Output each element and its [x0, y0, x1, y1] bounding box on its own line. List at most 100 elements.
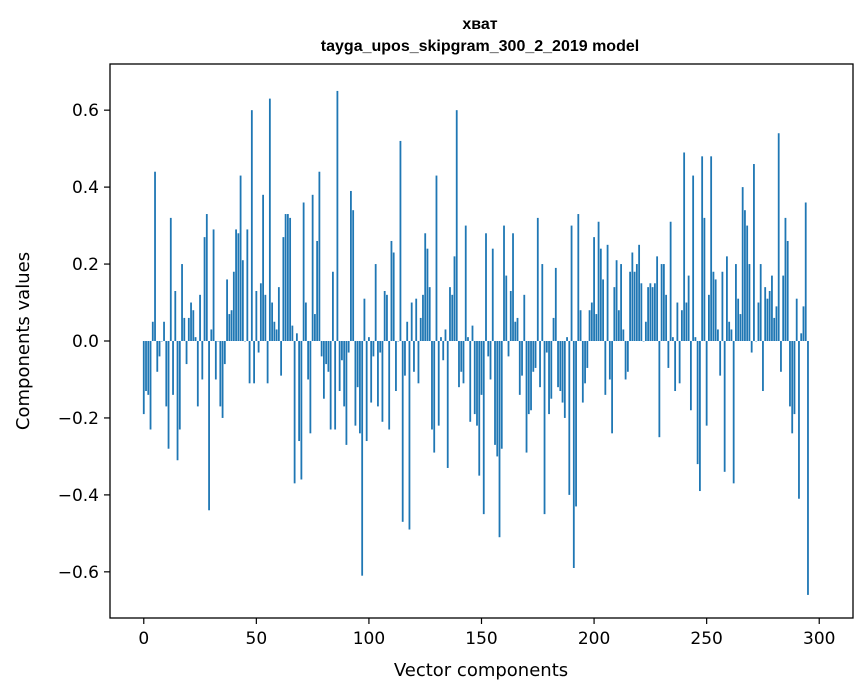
- bar: [455, 110, 458, 341]
- bar: [602, 279, 604, 341]
- bar: [712, 271, 715, 341]
- bar: [721, 271, 724, 341]
- bar: [239, 175, 242, 341]
- bar: [309, 341, 312, 434]
- bar: [422, 294, 424, 341]
- y-tick-label: −0.4: [58, 486, 99, 506]
- bar: [325, 341, 328, 365]
- bar: [550, 341, 553, 399]
- bar: [705, 341, 708, 426]
- bar: [759, 264, 762, 341]
- bar: [304, 302, 307, 341]
- bar: [732, 341, 735, 484]
- bar: [293, 341, 296, 484]
- bar: [730, 329, 733, 341]
- bar: [428, 287, 431, 341]
- bar: [590, 302, 593, 341]
- bar: [395, 341, 397, 392]
- bar: [671, 337, 674, 341]
- bar: [359, 341, 361, 434]
- bar: [444, 329, 447, 341]
- x-axis-label: Vector components: [394, 660, 568, 681]
- bar: [356, 341, 359, 388]
- bar: [460, 341, 463, 372]
- y-tick-label: −0.6: [58, 563, 99, 583]
- bar: [791, 341, 794, 434]
- bar: [289, 217, 292, 341]
- bar: [507, 341, 510, 357]
- bar: [142, 341, 145, 415]
- bar: [687, 275, 690, 341]
- bar: [480, 341, 483, 395]
- bar: [503, 225, 505, 341]
- bar: [332, 271, 334, 341]
- bar: [685, 302, 688, 341]
- bar: [275, 329, 278, 341]
- bar: [683, 152, 686, 341]
- bar: [221, 341, 224, 418]
- bar: [658, 341, 661, 438]
- bar: [795, 298, 798, 341]
- bar: [341, 341, 343, 361]
- bar: [485, 233, 487, 341]
- bar: [451, 294, 454, 341]
- bar: [368, 337, 370, 341]
- bar: [464, 225, 467, 341]
- bar: [327, 341, 330, 372]
- bar: [232, 271, 235, 341]
- bar: [678, 341, 681, 384]
- bar: [649, 283, 652, 341]
- bar: [512, 233, 514, 341]
- bar: [561, 341, 564, 403]
- bar: [253, 341, 255, 384]
- bar: [606, 244, 609, 341]
- bar: [586, 341, 589, 368]
- bar: [178, 341, 181, 430]
- bar: [518, 341, 521, 395]
- bar: [523, 294, 526, 341]
- bar: [266, 341, 269, 384]
- bar: [404, 341, 406, 376]
- bar: [735, 264, 737, 341]
- bar: [669, 221, 672, 341]
- bar: [656, 256, 659, 341]
- y-tick-label: −0.2: [58, 409, 99, 429]
- bar: [622, 329, 625, 341]
- bar: [680, 310, 683, 341]
- bar: [773, 317, 776, 341]
- bar: [689, 341, 692, 411]
- bar: [764, 287, 767, 341]
- bar: [386, 294, 388, 341]
- bar: [176, 341, 179, 461]
- bar: [505, 275, 508, 341]
- bar: [446, 341, 449, 468]
- bar: [768, 290, 771, 341]
- bar: [771, 275, 773, 341]
- bar: [316, 240, 319, 341]
- chart-title: хват: [462, 16, 497, 33]
- bar: [210, 329, 213, 341]
- bar: [291, 325, 294, 341]
- bar: [264, 294, 267, 341]
- bar: [185, 341, 188, 365]
- bar: [800, 333, 803, 341]
- bar: [577, 214, 580, 341]
- bar: [595, 314, 598, 341]
- bar: [566, 337, 568, 341]
- bar: [471, 325, 474, 341]
- bar: [277, 287, 280, 341]
- bar: [699, 341, 701, 492]
- bar: [390, 240, 393, 341]
- bar: [458, 341, 460, 388]
- bar: [784, 217, 787, 341]
- bar: [584, 341, 586, 384]
- bar: [300, 341, 303, 480]
- bar: [469, 341, 472, 422]
- bar: [750, 341, 753, 353]
- plot-frame: [109, 63, 854, 619]
- bar: [557, 341, 559, 388]
- bar: [194, 337, 197, 341]
- bar: [777, 133, 780, 341]
- bar: [509, 290, 512, 341]
- bar: [478, 341, 481, 476]
